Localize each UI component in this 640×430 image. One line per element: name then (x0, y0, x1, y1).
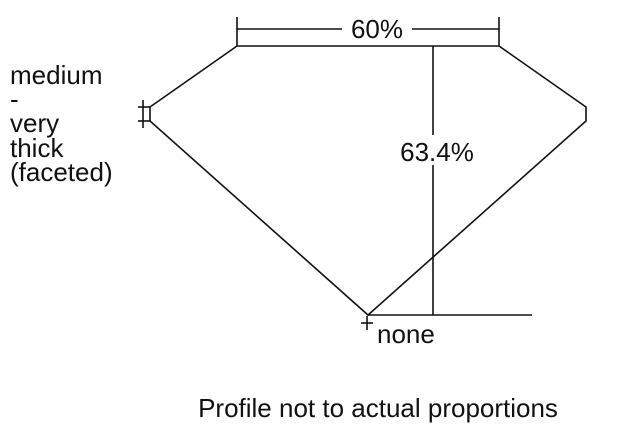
depth-label: 63.4% (400, 137, 474, 167)
girdle-label-line: (faceted) (10, 157, 113, 187)
culet-label: none (377, 319, 435, 349)
girdle-label: medium - very thick (faceted) (10, 60, 113, 187)
gem-outline (149, 45, 587, 317)
girdle-label-line: - (10, 84, 19, 114)
caption: Profile not to actual proportions (198, 393, 558, 423)
table-width-label: 60% (351, 14, 403, 44)
girdle-label-line: thick (10, 133, 64, 163)
girdle-label-line: very (10, 108, 59, 138)
girdle-label-line: medium (10, 60, 102, 90)
